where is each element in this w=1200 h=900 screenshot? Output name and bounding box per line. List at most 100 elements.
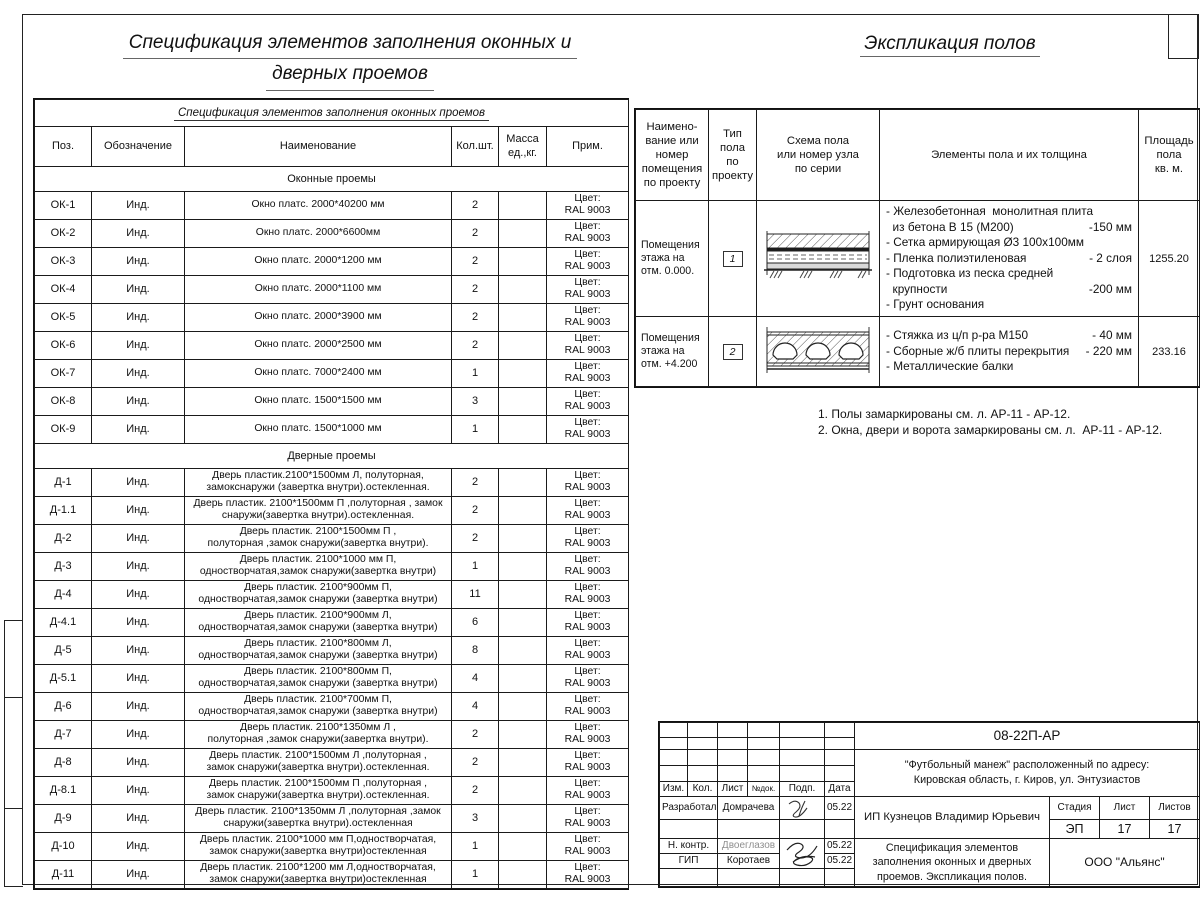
spec-note: Цвет: RAL 9003 — [545, 859, 630, 889]
spec-qty: 3 — [451, 386, 499, 416]
role-label: Н. контр. — [659, 838, 718, 854]
spec-mass — [498, 607, 547, 637]
spec-mass — [498, 775, 547, 805]
spec-pos: Д-11 — [34, 859, 92, 889]
floor-element-line: - Сетка армирующая Ø3 100х100мм — [886, 235, 1084, 250]
spec-mass — [498, 246, 547, 276]
spec-mark: Инд. — [91, 691, 185, 721]
spec-qty: 1 — [451, 859, 499, 889]
spec-qty: 4 — [451, 663, 499, 693]
spec-qty: 2 — [451, 467, 499, 497]
spec-row: ОК-2 Инд. Окно платс. 2000*6600мм 2 Цвет: RA… — [34, 218, 630, 248]
stage-value: ЭП — [1049, 819, 1100, 839]
spec-pos: Д-5.1 — [34, 663, 92, 693]
spec-qty: 1 — [451, 551, 499, 581]
spec-item-name: Дверь пластик.2100*1500мм Л, полуторная,… — [184, 467, 452, 497]
title-block: 08-22П-АР "Футбольный манеж" расположенн… — [658, 721, 1200, 888]
signature-dvoeglazov-korotaev — [786, 842, 818, 866]
spec-note: Цвет: RAL 9003 — [545, 274, 630, 304]
spec-mark: Инд. — [91, 747, 185, 777]
spec-mark: Инд. — [91, 414, 185, 444]
floor-room: Помещения этажа на отм. +4.200 — [635, 316, 709, 387]
spec-pos: Д-5 — [34, 635, 92, 665]
floors-row-2: Помещения этажа на отм. +4.200 2 — [635, 316, 1200, 387]
floor-element-line: из бетона В 15 (М200) -150 мм — [886, 219, 1132, 234]
spec-qty: 2 — [451, 274, 499, 304]
filing-divider — [5, 808, 23, 809]
spec-mark: Инд. — [91, 523, 185, 553]
spec-row: Д-1 Инд. Дверь пластик.2100*1500мм Л, полу… — [34, 467, 630, 497]
signature-domracheva — [788, 800, 808, 818]
filing-margin-strip — [4, 620, 23, 887]
spec-mass — [498, 414, 547, 444]
floor-element-line: - Железобетонная монолитная плита — [886, 204, 1094, 219]
spec-mass — [498, 579, 547, 609]
spec-note: Цвет: RAL 9003 — [545, 635, 630, 665]
role-date: 05.22 — [824, 796, 855, 820]
col-data: Дата — [824, 781, 855, 797]
spec-item-name: Дверь пластик. 2100*1000 мм П, одноствор… — [184, 551, 452, 581]
spec-qty: 2 — [451, 495, 499, 525]
floor-element-line: - Сборные ж/б плиты перекрытия - 220 мм — [886, 343, 1132, 358]
spec-row: Д-3 Инд. Дверь пластик. 2100*1000 мм П, од… — [34, 551, 630, 581]
spec-row: ОК-8 Инд. Окно платс. 1500*1500 мм 3 Цвет: R… — [34, 386, 630, 416]
spec-qty: 2 — [451, 246, 499, 276]
spec-mark: Инд. — [91, 302, 185, 332]
spec-row: Д-2 Инд. Дверь пластик. 2100*1500мм П , по… — [34, 523, 630, 553]
spec-item-name: Окно платс. 2000*3900 мм — [184, 302, 452, 332]
spec-mass — [498, 218, 547, 248]
page-title-line2: дверных проемов — [266, 59, 434, 91]
spec-pos: Д-8 — [34, 747, 92, 777]
corner-stamp-box — [1168, 14, 1199, 59]
spec-mass — [498, 302, 547, 332]
spec-pos: ОК-3 — [34, 246, 92, 276]
floors-header-elements: Элементы пола и их толщина — [879, 109, 1139, 201]
spec-note: Цвет: RAL 9003 — [545, 663, 630, 693]
customer-name: ИП Кузнецов Владимир Юрьевич — [854, 796, 1050, 839]
spec-note: Цвет: RAL 9003 — [545, 831, 630, 861]
floors-header-room: Наимено- вание или номер помещения по пр… — [635, 109, 709, 201]
spec-mark: Инд. — [91, 663, 185, 693]
spec-item-name: Дверь пластик. 2100*1500мм П ,полуторная… — [184, 495, 452, 525]
spec-qty: 2 — [451, 218, 499, 248]
spec-note: Цвет: RAL 9003 — [545, 495, 630, 525]
spec-item-name: Окно платс. 2000*6600мм — [184, 218, 452, 248]
spec-item-name: Дверь пластик. 2100*800мм П, одностворча… — [184, 663, 452, 693]
floors-row-1: Помещения этажа на отм. 0.000. 1 — [635, 200, 1200, 317]
role-date: 05.22 — [824, 838, 855, 854]
spec-row: Д-7 Инд. Дверь пластик. 2100*1350мм Л , по… — [34, 719, 630, 749]
spec-mass — [498, 859, 547, 889]
spec-item-name: Окно платс. 2000*1200 мм — [184, 246, 452, 276]
spec-note: Цвет: RAL 9003 — [545, 803, 630, 833]
col-ndok: №док. — [747, 781, 780, 797]
spec-row: Д-1.1 Инд. Дверь пластик. 2100*1500мм П ,п… — [34, 495, 630, 525]
spec-pos: ОК-7 — [34, 358, 92, 388]
sheet-title: Спецификация элементов заполнения оконны… — [854, 838, 1050, 887]
spec-mass — [498, 386, 547, 416]
floors-header-type: Тип пола по проекту — [708, 109, 757, 201]
col-podp: Подп. — [779, 781, 825, 797]
document-code: 08-22П-АР — [854, 722, 1200, 750]
spec-qty: 2 — [451, 191, 499, 220]
signature-cell — [779, 838, 825, 869]
spec-mass — [498, 663, 547, 693]
spec-qty: 1 — [451, 358, 499, 388]
spec-item-name: Дверь пластик. 2100*800мм Л, одностворча… — [184, 635, 452, 665]
spec-row: ОК-4 Инд. Окно платс. 2000*1100 мм 2 Цвет: R… — [34, 274, 630, 304]
page-title-line1: Спецификация элементов заполнения оконны… — [122, 28, 578, 60]
spec-mark: Инд. — [91, 246, 185, 276]
spec-mass — [498, 467, 547, 497]
spec-note: Цвет: RAL 9003 — [545, 386, 630, 416]
floor-type: 2 — [708, 316, 757, 387]
spec-note: Цвет: RAL 9003 — [545, 218, 630, 248]
floors-table-wrap: Наимено- вание или номер помещения по пр… — [634, 108, 1200, 388]
spec-note: Цвет: RAL 9003 — [545, 246, 630, 276]
spec-mass — [498, 274, 547, 304]
spec-note: Цвет: RAL 9003 — [545, 719, 630, 749]
spec-qty: 2 — [451, 330, 499, 360]
role-date: 05.22 — [824, 853, 855, 869]
floors-title: Экспликация полов — [830, 33, 1070, 57]
spec-header-5: Прим. — [545, 126, 630, 167]
spec-header-1: Обозначение — [91, 126, 185, 167]
spec-row: Д-6 Инд. Дверь пластик. 2100*700мм П, одно… — [34, 691, 630, 721]
